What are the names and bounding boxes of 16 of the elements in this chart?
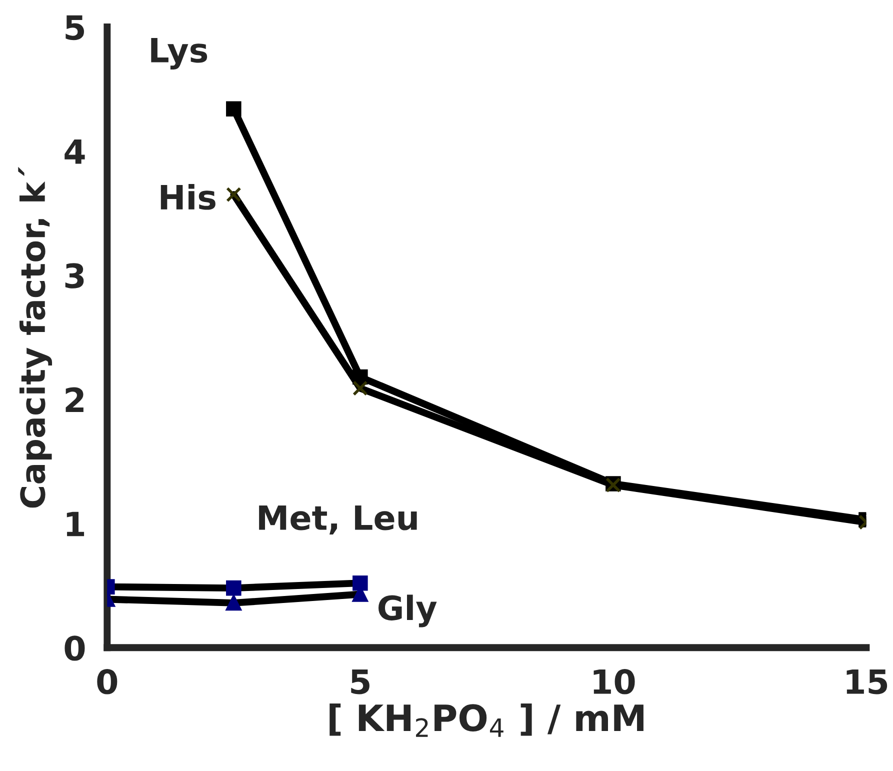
- series-label: Met, Leu: [259, 505, 417, 535]
- y-axis-title: Capacity factor, k´: [18, 166, 52, 508]
- x-tick-label: 10: [594, 669, 635, 694]
- x-tick-label: 0: [97, 669, 118, 694]
- y-tick-label: 0: [64, 636, 85, 661]
- y-tick-label: 3: [65, 263, 84, 288]
- x-tick-label: 15: [846, 670, 888, 694]
- series-label: His: [160, 184, 216, 210]
- y-tick-label: 2: [66, 387, 84, 412]
- x-axis-title: [ KH$_{2}$PO$_{4}$ ] / mM: [330, 704, 644, 737]
- x-tick-label: 5: [351, 670, 370, 694]
- series-label: Lys: [151, 38, 208, 70]
- y-tick-label: 5: [66, 15, 84, 40]
- y-tick-label: 1: [66, 512, 84, 536]
- y-tick-label: 4: [64, 139, 85, 164]
- series-label: Gly: [378, 594, 437, 628]
